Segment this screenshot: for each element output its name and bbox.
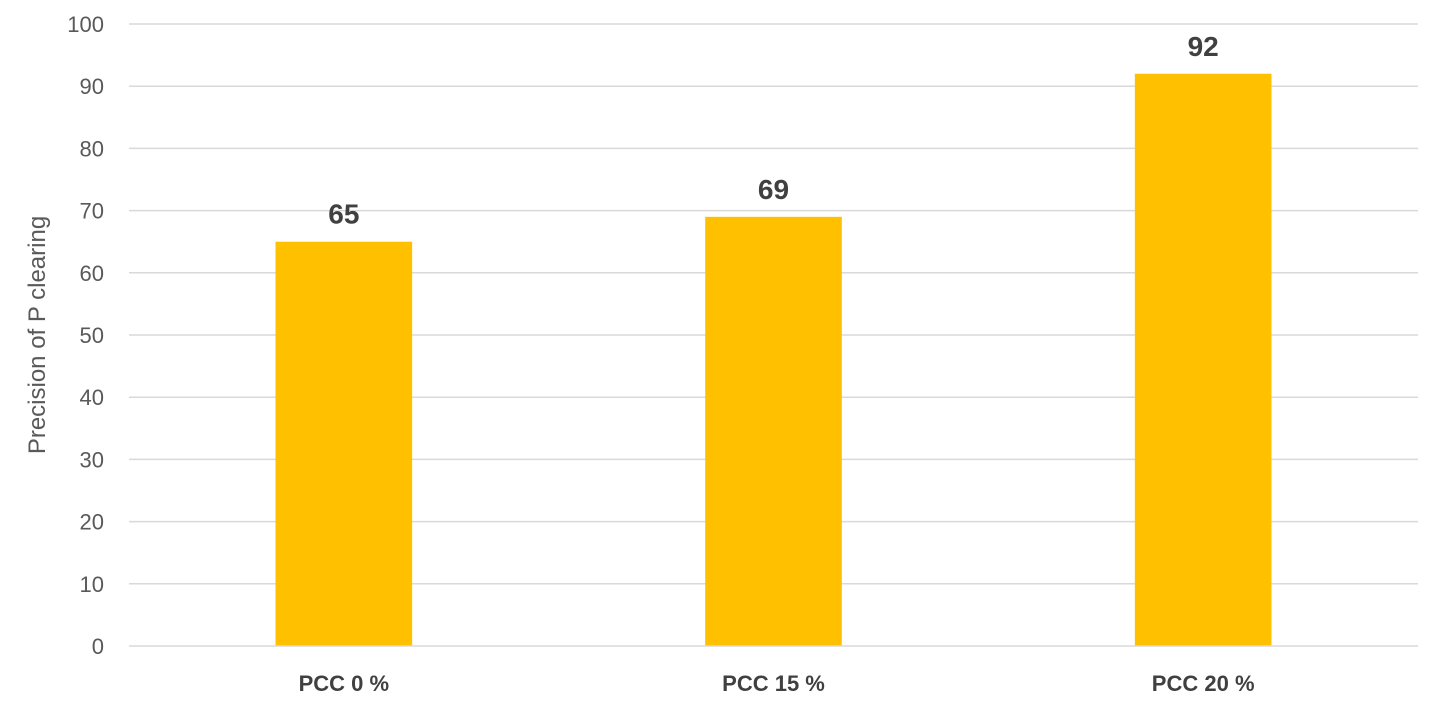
data-labels: 65 69 92 — [328, 31, 1218, 230]
y-tick-label-90: 90 — [80, 74, 104, 99]
y-tick-label-80: 80 — [80, 136, 104, 161]
y-tick-label-100: 100 — [67, 12, 104, 37]
y-tick-label-40: 40 — [80, 385, 104, 410]
bars — [276, 74, 1272, 646]
data-label-1: 69 — [758, 174, 789, 205]
y-tick-label-10: 10 — [80, 572, 104, 597]
bar-0 — [276, 242, 413, 646]
bar-1 — [705, 217, 842, 646]
x-category-label-2: PCC 20 % — [1152, 671, 1255, 696]
x-category-label-0: PCC 0 % — [299, 671, 389, 696]
data-label-0: 65 — [328, 199, 359, 230]
y-axis-title: Precision of P clearing — [24, 216, 51, 454]
y-tick-label-20: 20 — [80, 510, 104, 535]
y-tick-label-60: 60 — [80, 261, 104, 286]
data-label-2: 92 — [1188, 31, 1219, 62]
x-category-label-1: PCC 15 % — [722, 671, 825, 696]
y-tick-label-50: 50 — [80, 323, 104, 348]
y-tick-label-0: 0 — [92, 634, 104, 659]
y-tick-label-30: 30 — [80, 447, 104, 472]
x-axis-categories: PCC 0 % PCC 15 % PCC 20 % — [299, 671, 1255, 696]
y-tick-label-70: 70 — [80, 199, 104, 224]
y-axis-ticks: 0 10 20 30 40 50 60 70 80 90 100 — [67, 12, 104, 659]
bar-2 — [1135, 74, 1272, 646]
